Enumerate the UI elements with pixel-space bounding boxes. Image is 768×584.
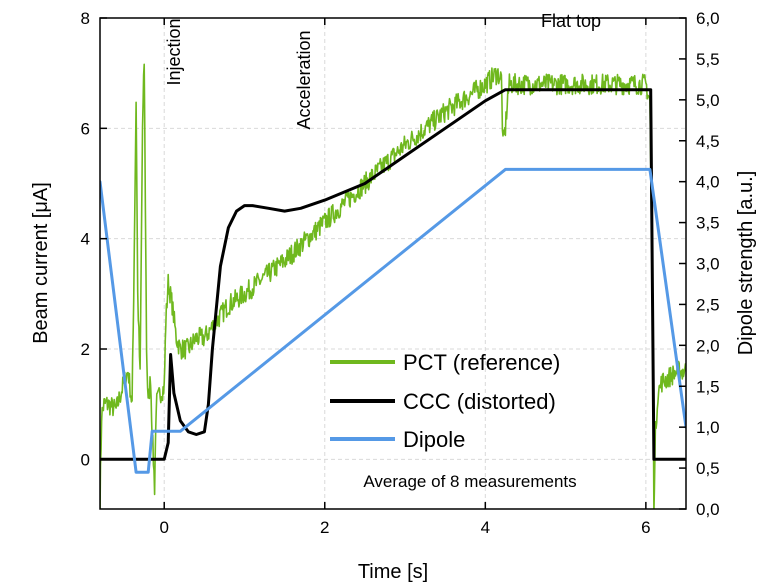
series-line-dipole — [100, 167, 686, 474]
series-line-ccc — [100, 88, 686, 461]
legend-label-pct: PCT (reference) — [403, 350, 560, 375]
y2-tick-label: 1,5 — [696, 377, 720, 396]
grid — [100, 18, 686, 509]
x-axis-title: Time [s] — [358, 561, 428, 583]
annotation-acceleration: Acceleration — [294, 30, 314, 129]
y-axis-title: Beam current [μA] — [30, 182, 52, 344]
y2-tick-label: 2,5 — [696, 295, 720, 314]
x-tick-label: 6 — [641, 518, 650, 537]
y-tick-label: 0 — [81, 450, 90, 469]
y2-tick-label: 0,0 — [696, 500, 720, 519]
y2-tick-label: 6,0 — [696, 9, 720, 28]
x-tick-label: 4 — [481, 518, 490, 537]
series-line-pct — [100, 63, 686, 509]
y2-tick-label: 5,0 — [696, 91, 720, 110]
y-tick-label: 6 — [81, 119, 90, 138]
x-tick-label: 0 — [159, 518, 168, 537]
y2-axis-title: Dipole strength [a.u.] — [735, 171, 757, 356]
legend-label-dipole: Dipole — [403, 427, 465, 452]
series-layer — [100, 63, 686, 509]
y2-tick-label: 3,0 — [696, 255, 720, 274]
y-tick-label: 8 — [81, 9, 90, 28]
y2-tick-label: 2,0 — [696, 336, 720, 355]
annotation-injection: Injection — [164, 18, 184, 85]
axis-ticks: 0 2 4 6 0 2 4 6 8 0,0 0,5 1,0 1,5 2,0 2,5 3,0 3,5 4,0 4,5 5… — [81, 9, 720, 537]
y2-tick-label: 5,5 — [696, 50, 720, 69]
x-tick-label: 2 — [320, 518, 329, 537]
legend: PCT (reference) CCC (distorted) Dipole — [330, 350, 560, 452]
chart-note: Average of 8 measurements — [363, 472, 576, 491]
y-tick-label: 4 — [81, 230, 90, 249]
y2-tick-label: 0,5 — [696, 459, 720, 478]
y-tick-label: 2 — [81, 340, 90, 359]
annotation-flat-top: Flat top — [541, 11, 601, 31]
legend-label-ccc: CCC (distorted) — [403, 389, 556, 414]
y2-tick-label: 4,5 — [696, 132, 720, 151]
y2-tick-label: 3,5 — [696, 214, 720, 233]
y2-tick-label: 1,0 — [696, 418, 720, 437]
y2-tick-label: 4,0 — [696, 173, 720, 192]
